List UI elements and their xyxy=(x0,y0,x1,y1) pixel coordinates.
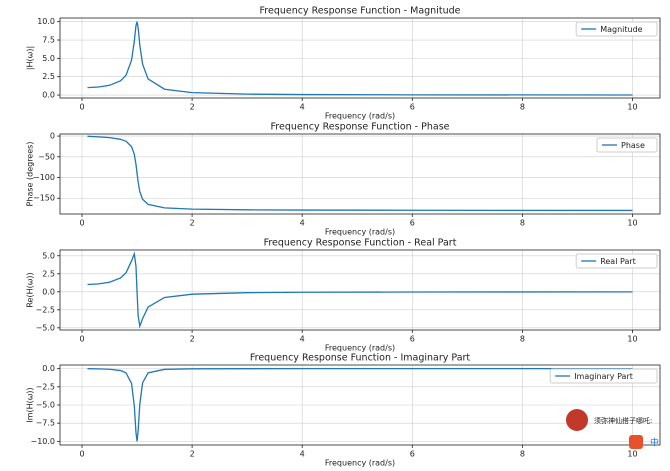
y-axis-label: |H(ω)| xyxy=(26,46,35,70)
line xyxy=(87,367,633,442)
legend-label: Magnitude xyxy=(600,25,642,34)
y-tick-label: −100 xyxy=(33,173,55,182)
y-tick-label: 5.0 xyxy=(42,251,55,260)
y-axis-label: Re(H(ω)) xyxy=(26,272,35,307)
plot-frame xyxy=(59,364,661,446)
x-tick-label: 10 xyxy=(627,219,637,228)
x-tick-label: 10 xyxy=(627,335,637,344)
line xyxy=(87,21,633,96)
subplot: Frequency Response Function - Phase 0 2 4 6 8… xyxy=(26,122,661,237)
x-tick-label: 4 xyxy=(300,450,305,459)
y-tick-label: −2.5 xyxy=(36,382,55,391)
x-tick-label: 2 xyxy=(190,335,195,344)
subplot: Frequency Response Function - Magnitude 0… xyxy=(26,6,661,121)
user-text: 须弥神仙搭子哪吒: xyxy=(594,416,652,425)
y-tick-label: 0.0 xyxy=(42,91,55,100)
avatar xyxy=(566,409,588,431)
y-tick-label: −7.5 xyxy=(36,419,55,428)
x-axis-label: Frequency (rad/s) xyxy=(325,228,395,237)
x-tick-label: 0 xyxy=(79,103,84,112)
x-tick-label: 6 xyxy=(410,103,415,112)
x-tick-label: 6 xyxy=(410,335,415,344)
legend-label: Real Part xyxy=(600,257,636,266)
x-tick-label: 4 xyxy=(300,335,305,344)
x-tick-label: 8 xyxy=(520,450,525,459)
y-tick-label: 0 xyxy=(50,132,55,141)
line xyxy=(87,251,633,329)
x-tick-label: 2 xyxy=(190,219,195,228)
x-tick-label: 2 xyxy=(190,103,195,112)
x-tick-label: 8 xyxy=(520,103,525,112)
subplot-title: Frequency Response Function - Imaginary … xyxy=(250,353,471,364)
x-tick-label: 4 xyxy=(300,219,305,228)
x-tick-label: 6 xyxy=(410,219,415,228)
y-tick-label: −150 xyxy=(33,194,55,203)
legend-label: Phase xyxy=(621,141,645,150)
y-tick-label: 2.5 xyxy=(42,72,55,81)
y-tick-label: 10.0 xyxy=(37,17,55,26)
subplot-title: Frequency Response Function - Magnitude xyxy=(260,6,461,17)
y-axis-label: Im(H(ω)) xyxy=(26,387,35,422)
legend-box xyxy=(549,368,658,384)
subplot: Frequency Response Function - Real Part 0… xyxy=(26,238,661,353)
plot-frame xyxy=(59,249,661,331)
y-tick-label: −5.0 xyxy=(36,323,55,332)
overlay: 须弥神仙搭子哪吒: 中 xyxy=(566,409,659,449)
y-tick-label: −2.5 xyxy=(36,305,55,314)
x-tick-label: 0 xyxy=(79,335,84,344)
x-tick-label: 10 xyxy=(627,103,637,112)
y-tick-label: 0.0 xyxy=(42,287,55,296)
x-tick-label: 4 xyxy=(300,103,305,112)
plot-frame xyxy=(59,17,661,99)
x-axis-label: Frequency (rad/s) xyxy=(325,459,395,468)
y-tick-label: −5.0 xyxy=(36,401,55,410)
y-axis-label: Phase (degrees) xyxy=(26,142,35,207)
subplot-title: Frequency Response Function - Phase xyxy=(271,122,450,133)
badge: 中 xyxy=(650,437,659,449)
legend-label: Imaginary Part xyxy=(574,372,633,381)
legend-box xyxy=(575,253,658,269)
x-tick-label: 0 xyxy=(79,450,84,459)
y-tick-label: 5.0 xyxy=(42,54,55,63)
y-tick-label: 0.0 xyxy=(42,364,55,373)
x-tick-label: 10 xyxy=(627,450,637,459)
y-tick-label: 2.5 xyxy=(42,269,55,278)
badge-icon xyxy=(629,435,643,449)
x-tick-label: 0 xyxy=(79,219,84,228)
x-axis-label: Frequency (rad/s) xyxy=(325,344,395,353)
x-tick-label: 6 xyxy=(410,450,415,459)
subplot: Frequency Response Function - Imaginary … xyxy=(26,353,661,468)
x-tick-label: 2 xyxy=(190,450,195,459)
x-axis-label: Frequency (rad/s) xyxy=(325,112,395,121)
subplot-title: Frequency Response Function - Real Part xyxy=(264,238,457,249)
line xyxy=(87,135,633,212)
y-tick-label: 7.5 xyxy=(42,36,55,45)
x-tick-label: 8 xyxy=(520,335,525,344)
y-tick-label: −50 xyxy=(38,152,55,161)
plot-frame xyxy=(59,133,661,215)
legend-box xyxy=(575,21,658,37)
legend-box xyxy=(596,137,658,153)
x-tick-label: 8 xyxy=(520,219,525,228)
y-tick-label: −10.0 xyxy=(30,437,55,446)
